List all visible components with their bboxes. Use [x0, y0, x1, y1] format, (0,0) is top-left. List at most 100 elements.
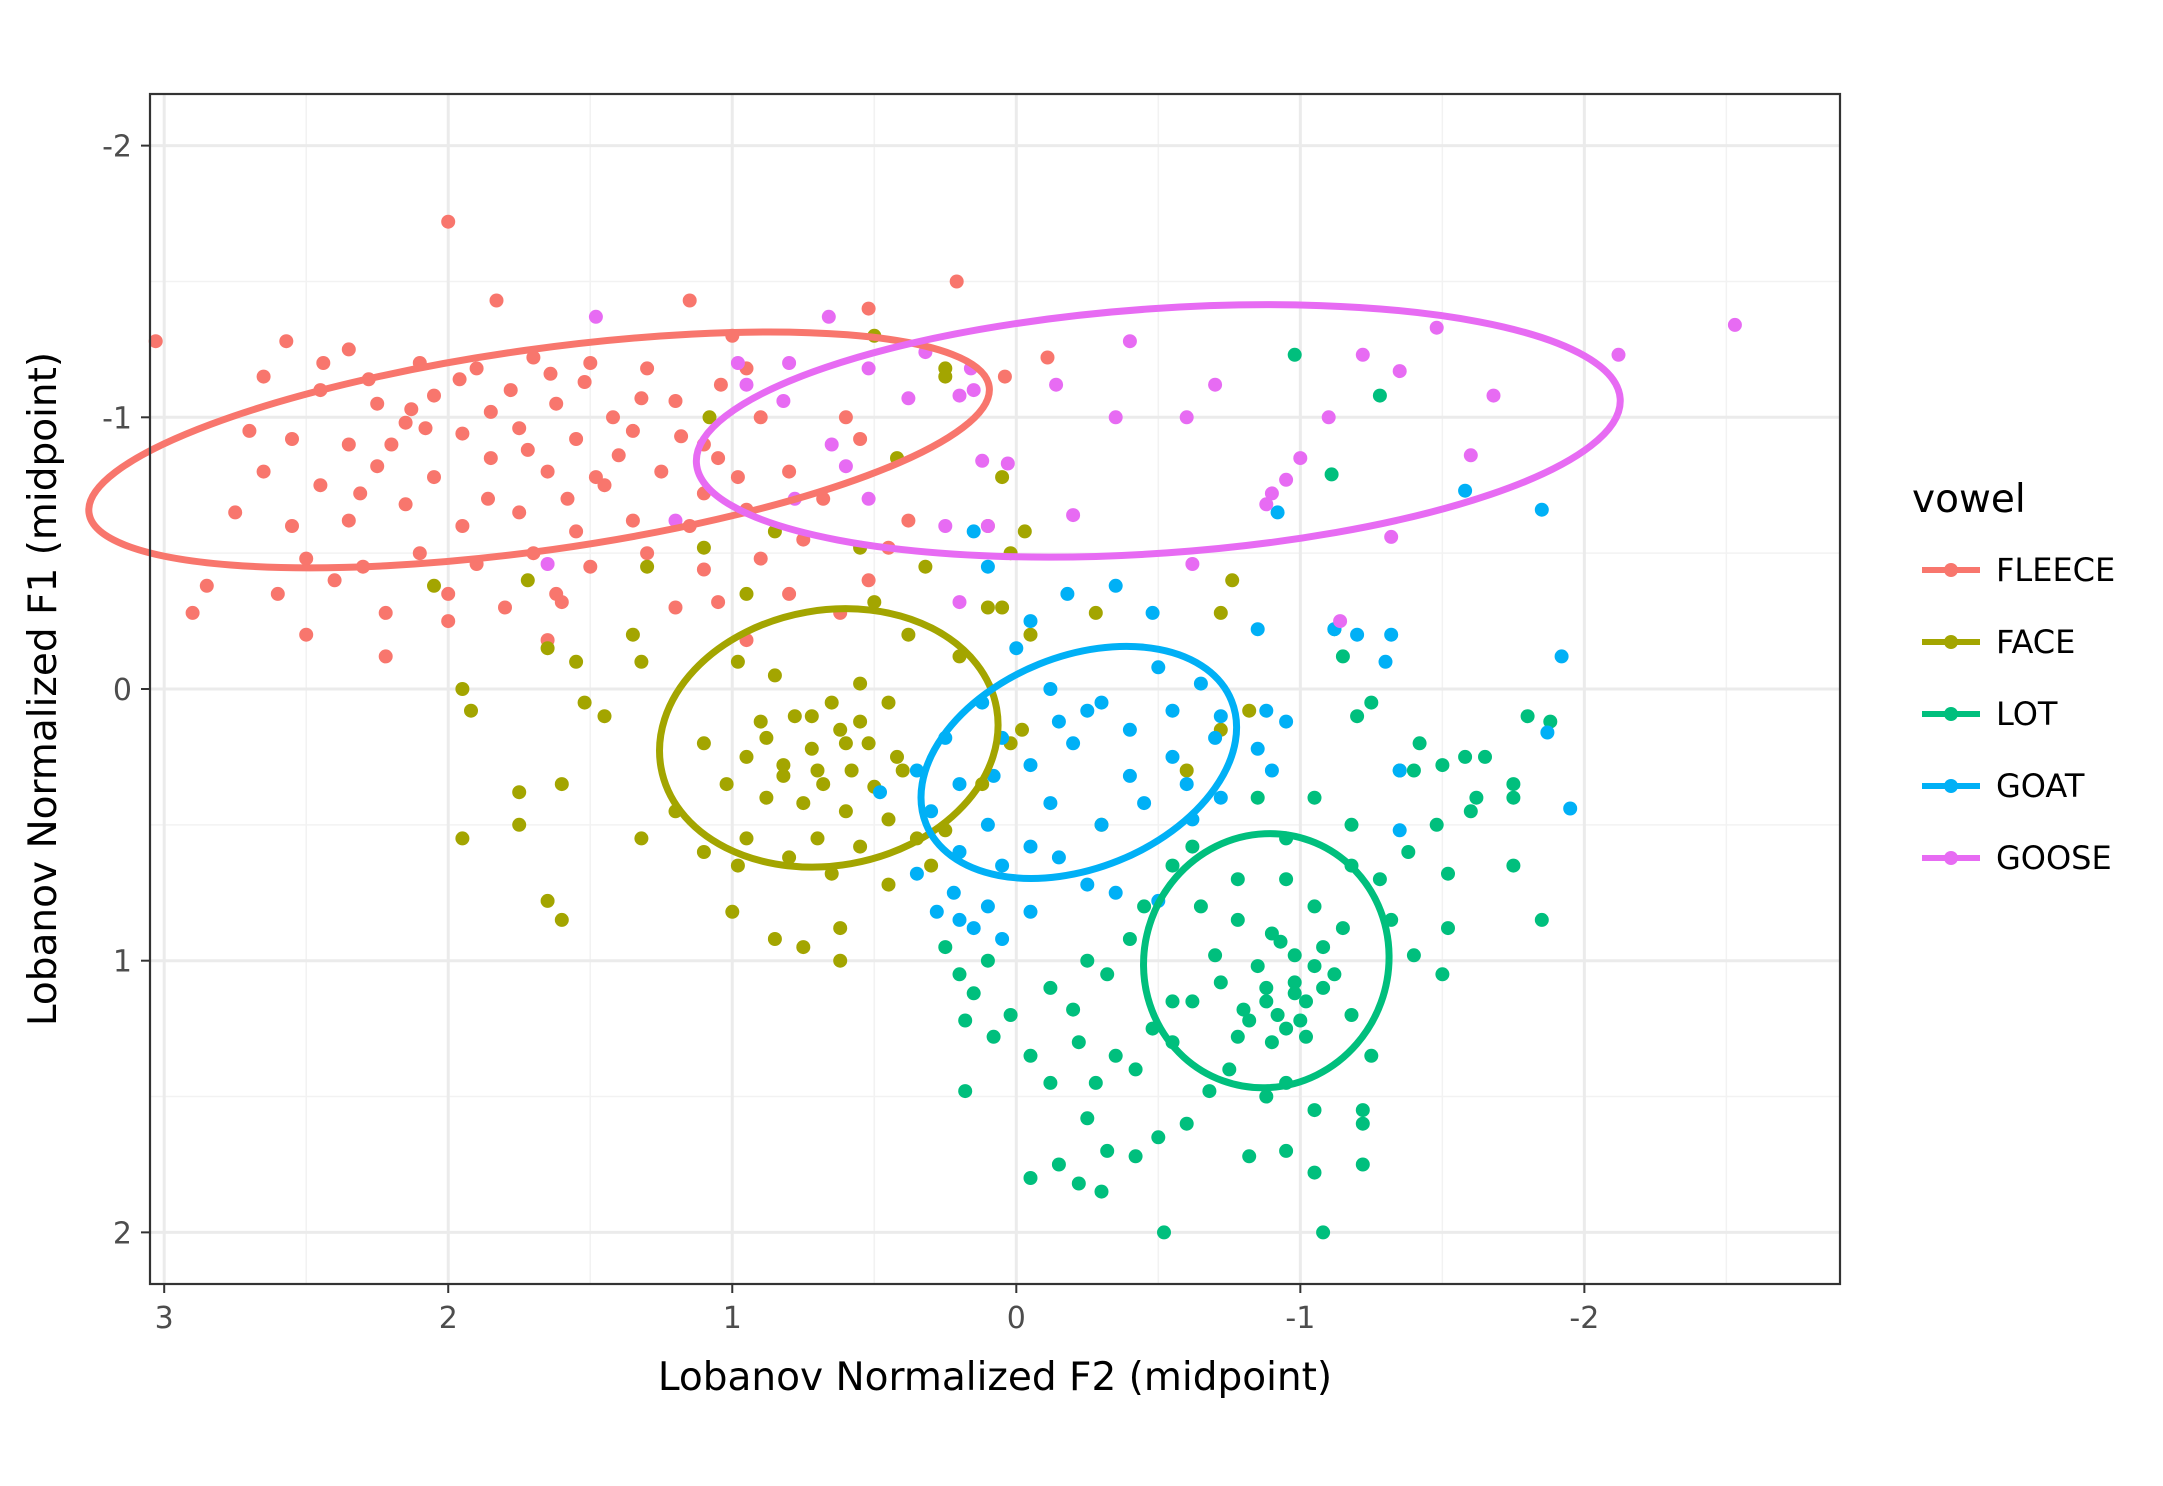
data-layer [85, 214, 1742, 1240]
point-lot [938, 940, 953, 955]
point-goose [838, 459, 853, 474]
point-fleece [782, 464, 797, 479]
ellipse-fleece [85, 328, 993, 572]
point-lot [1236, 1002, 1251, 1017]
point-face [833, 722, 848, 737]
point-face [924, 858, 939, 873]
point-lot [1023, 1171, 1038, 1185]
point-goat [924, 804, 939, 819]
point-goose [1066, 508, 1081, 523]
point-face [696, 845, 711, 859]
point-fleece [299, 551, 314, 566]
legend-item-lot: LOT [1922, 695, 2058, 733]
point-goose [1108, 410, 1123, 425]
point-goat [980, 559, 995, 574]
point-lot [1344, 1008, 1359, 1022]
point-goose [1185, 557, 1200, 571]
point-goose [1293, 451, 1308, 466]
point-lot [1003, 1008, 1018, 1022]
point-lot [1355, 1116, 1370, 1131]
point-lot [1435, 758, 1450, 773]
point-face [824, 866, 839, 881]
point-fleece [469, 361, 484, 376]
point-lot [1287, 948, 1302, 963]
point-lot [1151, 1130, 1166, 1145]
point-goat [1279, 714, 1294, 729]
point-lot [1406, 948, 1421, 963]
point-face [625, 627, 640, 642]
point-fleece [640, 546, 655, 561]
point-goat [1051, 714, 1066, 729]
point-fleece [270, 586, 285, 601]
point-fleece [668, 394, 683, 408]
point-fleece [199, 578, 214, 593]
point-goat [980, 817, 995, 832]
point-lot [1307, 959, 1322, 974]
point-fleece [378, 649, 393, 664]
point-lot [1273, 934, 1288, 949]
legend-label: FLEECE [1996, 551, 2115, 589]
point-lot [1279, 1021, 1294, 1036]
x-tick-label: 3 [155, 1301, 174, 1336]
point-lot [1372, 872, 1387, 887]
point-lot [1520, 709, 1535, 724]
point-goat [995, 932, 1010, 946]
point-face [861, 736, 876, 751]
legend-item-fleece: FLEECE [1922, 551, 2115, 589]
point-goose [1279, 472, 1294, 487]
point-goat [1213, 790, 1228, 805]
point-fleece [316, 356, 331, 370]
point-face [767, 932, 782, 946]
point-lot [1458, 749, 1473, 764]
point-lot [1137, 899, 1152, 914]
point-goat [995, 858, 1010, 873]
point-goat [873, 785, 887, 800]
point-lot [1043, 1075, 1058, 1090]
point-fleece [498, 600, 512, 615]
ellipse-face [656, 605, 1002, 871]
y-tick-label: 2 [113, 1216, 132, 1251]
legend-title: vowel [1912, 477, 2026, 522]
point-lot [1478, 749, 1492, 764]
point-fleece [512, 421, 527, 436]
point-lot [1066, 1002, 1081, 1017]
point-goat [1213, 709, 1228, 724]
point-goose [1000, 456, 1015, 471]
point-lot [1364, 695, 1379, 710]
point-fleece [370, 396, 385, 411]
point-face [540, 893, 555, 908]
point-fleece [569, 524, 584, 539]
point-fleece [483, 451, 498, 466]
point-fleece [441, 614, 456, 629]
point-lot [1355, 1157, 1370, 1172]
point-lot [1344, 817, 1359, 832]
point-fleece [543, 366, 558, 381]
point-fleece [512, 505, 527, 520]
point-goose [588, 309, 603, 324]
point-fleece [242, 423, 257, 438]
point-fleece [611, 448, 626, 463]
point-lot [1506, 790, 1521, 805]
point-fleece [483, 404, 498, 419]
y-axis-title: Lobanov Normalized F1 (midpoint) [21, 352, 66, 1026]
point-lot [1213, 975, 1228, 990]
point-goat [1043, 796, 1058, 811]
point-goose [1727, 317, 1742, 332]
point-face [918, 559, 933, 574]
legend-label: GOAT [1996, 767, 2085, 805]
point-face [867, 595, 882, 610]
point-lot [1193, 899, 1208, 914]
point-fleece [285, 432, 299, 446]
point-lot [1401, 845, 1416, 859]
point-fleece [489, 293, 504, 308]
point-face [512, 817, 527, 832]
point-goose [952, 595, 967, 610]
point-lot [958, 1084, 973, 1099]
point-face [895, 763, 910, 778]
point-lot [1355, 1103, 1370, 1118]
point-face [569, 654, 584, 669]
ellipse-goose [692, 301, 1624, 561]
point-goose [730, 356, 745, 370]
point-lot [1122, 932, 1137, 946]
point-lot [1157, 1225, 1171, 1240]
